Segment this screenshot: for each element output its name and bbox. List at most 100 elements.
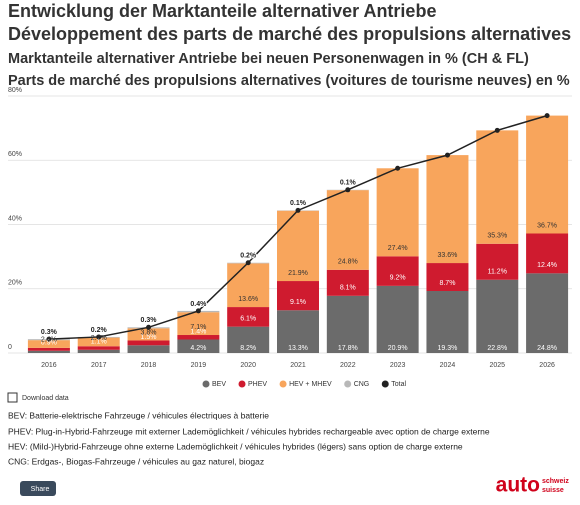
value-label: 9.1%	[290, 299, 306, 306]
value-label: 9.2%	[390, 275, 406, 282]
bar-segment	[476, 130, 518, 243]
value-label: 0.4%	[190, 301, 207, 308]
x-tick-label: 2020	[240, 362, 256, 369]
y-tick-label: 80%	[8, 87, 22, 94]
bar-segment	[377, 286, 419, 353]
legend-label: CNG	[354, 381, 370, 388]
x-tick-label: 2016	[41, 362, 57, 369]
note: PHEV: Plug-in-Hybrid-Fahrzeuge mit exter…	[8, 426, 490, 436]
note: BEV: Batterie-elektrische Fahrzeuge / vé…	[8, 410, 269, 420]
value-label: 2.4%	[41, 337, 57, 344]
bar-segment	[476, 280, 518, 353]
download-icon	[8, 393, 17, 402]
value-label: 3.8%	[141, 329, 157, 336]
bar-segment	[526, 116, 568, 234]
x-tick-label: 2026	[539, 362, 555, 369]
value-label: 4.2%	[190, 345, 206, 352]
logo: schweiz	[542, 478, 569, 485]
note: CNG: Erdgas-, Biogas-Fahrzeuge / véhicul…	[8, 456, 264, 466]
value-label: 24.8%	[537, 345, 557, 352]
value-label: 0.2%	[91, 327, 108, 334]
value-label: 8.1%	[340, 285, 356, 292]
total-point	[345, 187, 350, 192]
value-label: 13.3%	[288, 345, 308, 352]
share-button[interactable]: Share	[20, 481, 56, 496]
y-tick-label: 40%	[8, 215, 22, 222]
y-tick-label: 20%	[8, 280, 22, 287]
value-label: 33.6%	[438, 252, 458, 259]
title: Entwicklung der Marktanteile alternative…	[8, 1, 436, 21]
legend-swatch	[280, 381, 287, 388]
value-label: 0.1%	[290, 200, 307, 207]
legend-swatch	[239, 381, 246, 388]
x-tick-label: 2022	[340, 362, 356, 369]
legend-swatch	[344, 381, 351, 388]
x-tick-label: 2018	[141, 362, 157, 369]
value-label: 24.8%	[338, 259, 358, 266]
bar-segment	[177, 335, 219, 339]
bar-segment	[78, 346, 120, 350]
subtitle: Parts de marché des propulsions alternat…	[8, 73, 570, 89]
bar-segment	[128, 345, 170, 353]
legend-label: Total	[391, 381, 406, 388]
value-label: 27.4%	[388, 245, 408, 252]
legend-label: PHEV	[248, 381, 267, 388]
logo: suisse	[542, 487, 564, 494]
value-label: 2.7%	[91, 335, 107, 342]
value-label: 36.7%	[537, 222, 557, 229]
total-point	[196, 308, 201, 313]
value-label: 7.1%	[190, 324, 206, 331]
subtitle: Marktanteile alternativer Antriebe bei n…	[8, 51, 529, 67]
value-label: 20.9%	[388, 345, 408, 352]
share-label[interactable]: Share	[31, 486, 50, 493]
bar-segment	[128, 340, 170, 345]
title: Développement des parts de marché des pr…	[8, 24, 571, 44]
bar-segment	[426, 291, 468, 353]
bar-segment	[327, 270, 369, 296]
legend-label: HEV + MHEV	[289, 381, 332, 388]
value-label: 13.6%	[238, 296, 258, 303]
logo: auto	[496, 474, 540, 497]
value-label: 35.3%	[487, 233, 507, 240]
y-tick-label: 0	[8, 344, 12, 351]
value-label: 0.1%	[340, 180, 357, 187]
note: HEV: (Mild-)Hybrid-Fahrzeuge ohne extern…	[8, 441, 463, 451]
bar-segment	[526, 273, 568, 353]
total-point	[495, 128, 500, 133]
bar-segment	[377, 168, 419, 256]
total-point	[545, 113, 550, 118]
x-tick-label: 2019	[191, 362, 207, 369]
value-label: 6.1%	[240, 316, 256, 323]
legend-label: BEV	[212, 381, 226, 388]
x-tick-label: 2024	[440, 362, 456, 369]
value-label: 19.3%	[438, 345, 458, 352]
total-point	[445, 153, 450, 158]
total-point	[395, 166, 400, 171]
value-label: 21.9%	[288, 270, 308, 277]
y-tick-label: 60%	[8, 151, 22, 158]
value-label: 8.2%	[240, 345, 256, 352]
x-tick-label: 2025	[489, 362, 505, 369]
x-tick-label: 2017	[91, 362, 107, 369]
value-label: 12.4%	[537, 262, 557, 269]
value-label: 0.2%	[240, 253, 257, 260]
total-point	[296, 208, 301, 213]
total-point	[246, 260, 251, 265]
value-label: 0.3%	[141, 317, 158, 324]
value-label: 17.8%	[338, 345, 358, 352]
x-tick-label: 2021	[290, 362, 306, 369]
download[interactable]: Download data	[8, 393, 69, 402]
download-label[interactable]: Download data	[22, 395, 69, 402]
value-label: 8.7%	[439, 280, 455, 287]
value-label: 22.8%	[487, 345, 507, 352]
value-label: 0.3%	[41, 329, 58, 336]
x-tick-label: 2023	[390, 362, 406, 369]
bar-segment	[28, 348, 70, 351]
bar-segment	[426, 155, 468, 263]
bar-segment	[78, 350, 120, 353]
value-label: 11.2%	[488, 269, 507, 276]
bar-segment	[28, 351, 70, 353]
legend-swatch	[382, 381, 389, 388]
legend-swatch	[203, 381, 210, 388]
